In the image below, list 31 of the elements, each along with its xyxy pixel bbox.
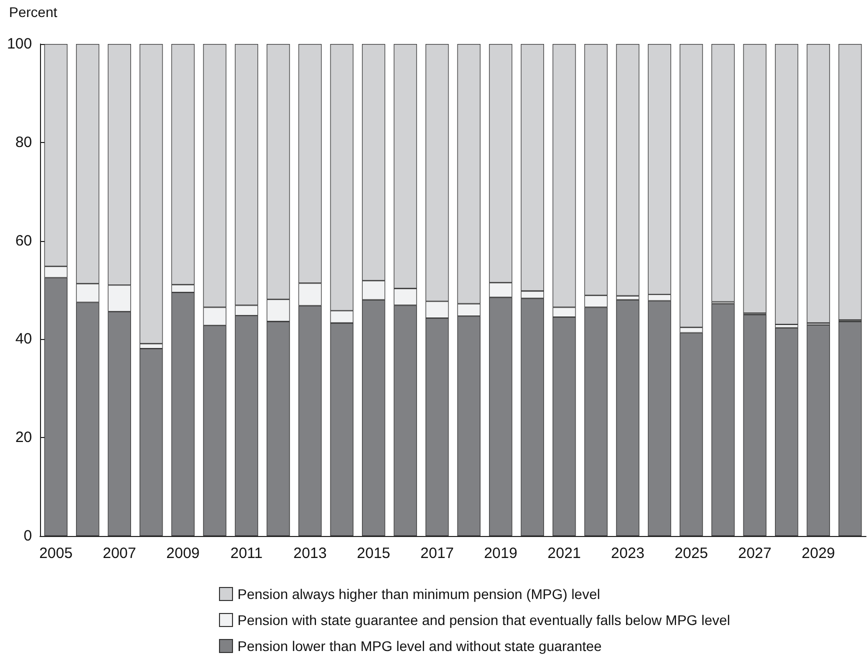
x-tick-label: 2023 bbox=[611, 545, 644, 562]
x-tick-label: 2015 bbox=[356, 545, 390, 562]
bar bbox=[774, 328, 798, 536]
bar bbox=[774, 44, 798, 324]
y-tick-label: 100 bbox=[6, 36, 32, 52]
legend-label: Pension with state guarantee and pension that eventually falls below MPG level bbox=[238, 612, 730, 628]
x-tick-label: 2007 bbox=[102, 545, 136, 562]
x-tick-label: 2005 bbox=[39, 545, 73, 562]
x-tick-label: 2017 bbox=[420, 545, 454, 562]
x-tick-label: 2025 bbox=[674, 545, 708, 562]
x-tick-label: 2009 bbox=[166, 545, 200, 562]
y-tick-label: 60 bbox=[15, 232, 32, 250]
bar bbox=[711, 304, 735, 536]
bar bbox=[711, 44, 735, 302]
bar bbox=[616, 300, 640, 536]
bar bbox=[806, 324, 830, 536]
x-tick-label: 2029 bbox=[802, 545, 836, 562]
y-tick-label: 20 bbox=[15, 429, 32, 446]
legend-label: Pension always higher than minimum pension (MPG) level bbox=[238, 586, 600, 602]
y-tick-label: 0 bbox=[24, 528, 32, 544]
bar bbox=[616, 44, 640, 296]
y-tick-label: 80 bbox=[15, 134, 32, 151]
x-tick-label: 2011 bbox=[230, 545, 263, 562]
x-tick-label: 2027 bbox=[738, 545, 772, 562]
x-tick-label: 2019 bbox=[484, 545, 518, 562]
legend-label: Pension lower than MPG level and without state guarantee bbox=[238, 638, 602, 654]
y-axis-title: Percent bbox=[9, 4, 58, 20]
x-tick-label: 2013 bbox=[293, 545, 327, 562]
y-tick-label: 40 bbox=[15, 330, 32, 348]
bar bbox=[806, 44, 830, 323]
x-tick-label: 2021 bbox=[548, 545, 581, 562]
